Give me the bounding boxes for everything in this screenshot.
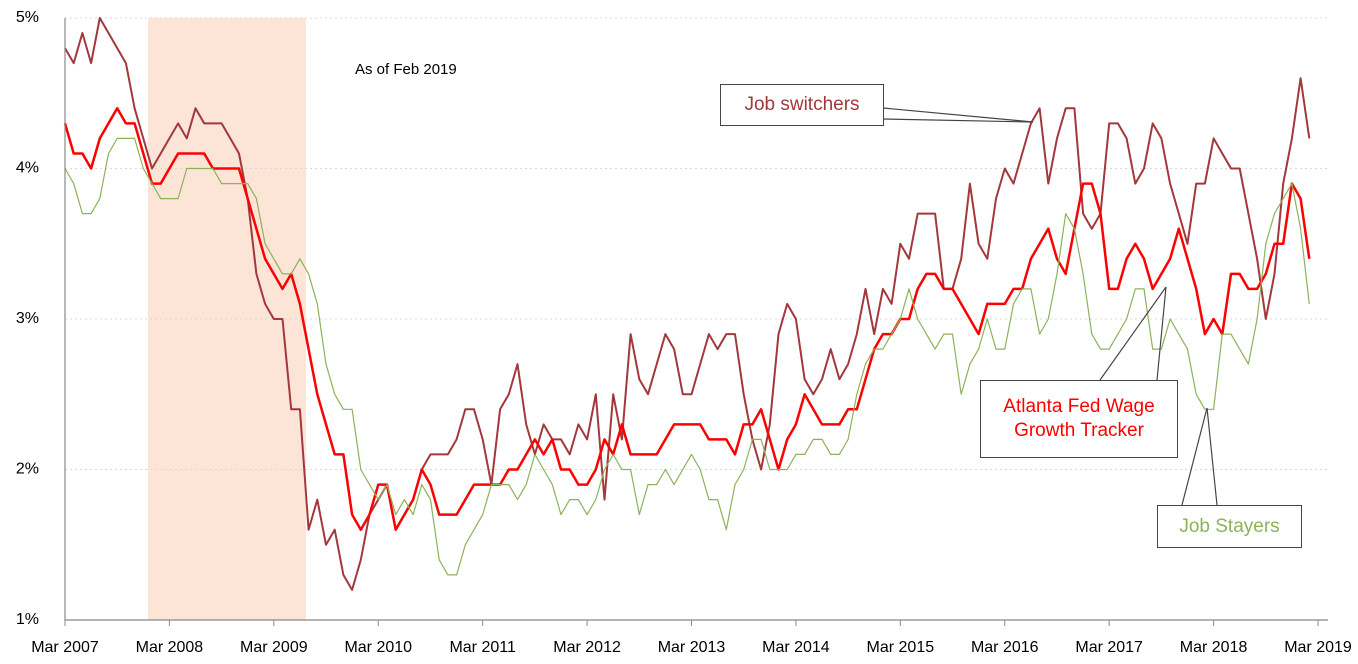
y-tick-label: 5% (16, 9, 39, 26)
x-tick-label: Mar 2019 (1284, 639, 1352, 656)
callout: Job switchers (720, 84, 884, 126)
x-tick-label: Mar 2015 (867, 639, 935, 656)
leader-line (1156, 286, 1167, 381)
x-tick-label: Mar 2012 (553, 639, 621, 656)
series-line (64, 137, 1310, 576)
leader-lines (882, 107, 1218, 506)
annotation: As of Feb 2019 (355, 61, 457, 78)
x-tick-label: Mar 2013 (658, 639, 726, 656)
leader-line (1181, 407, 1208, 506)
x-tick-label: Mar 2011 (449, 639, 516, 656)
x-tick-label: Mar 2017 (1075, 639, 1143, 656)
leader-line (1206, 407, 1218, 506)
leader-line (882, 118, 1034, 123)
y-tick-label: 1% (16, 611, 39, 628)
y-tick-label: 2% (16, 461, 39, 478)
leader-line (882, 107, 1034, 123)
x-tick-label: Mar 2018 (1180, 639, 1248, 656)
callout: Atlanta Fed Wage Growth Tracker (980, 380, 1178, 458)
x-tick-label: Mar 2007 (31, 639, 99, 656)
x-tick-label: Mar 2008 (136, 639, 204, 656)
x-tick-label: Mar 2010 (344, 639, 412, 656)
series-line (64, 17, 1311, 591)
y-tick-label: 4% (16, 160, 39, 177)
x-tick-label: Mar 2014 (762, 639, 830, 656)
leader-line (1099, 286, 1167, 381)
series-line (63, 107, 1311, 531)
callout: Job Stayers (1157, 505, 1302, 548)
x-tick-label: Mar 2016 (971, 639, 1039, 656)
y-tick-label: 3% (16, 310, 39, 327)
x-tick-label: Mar 2009 (240, 639, 308, 656)
